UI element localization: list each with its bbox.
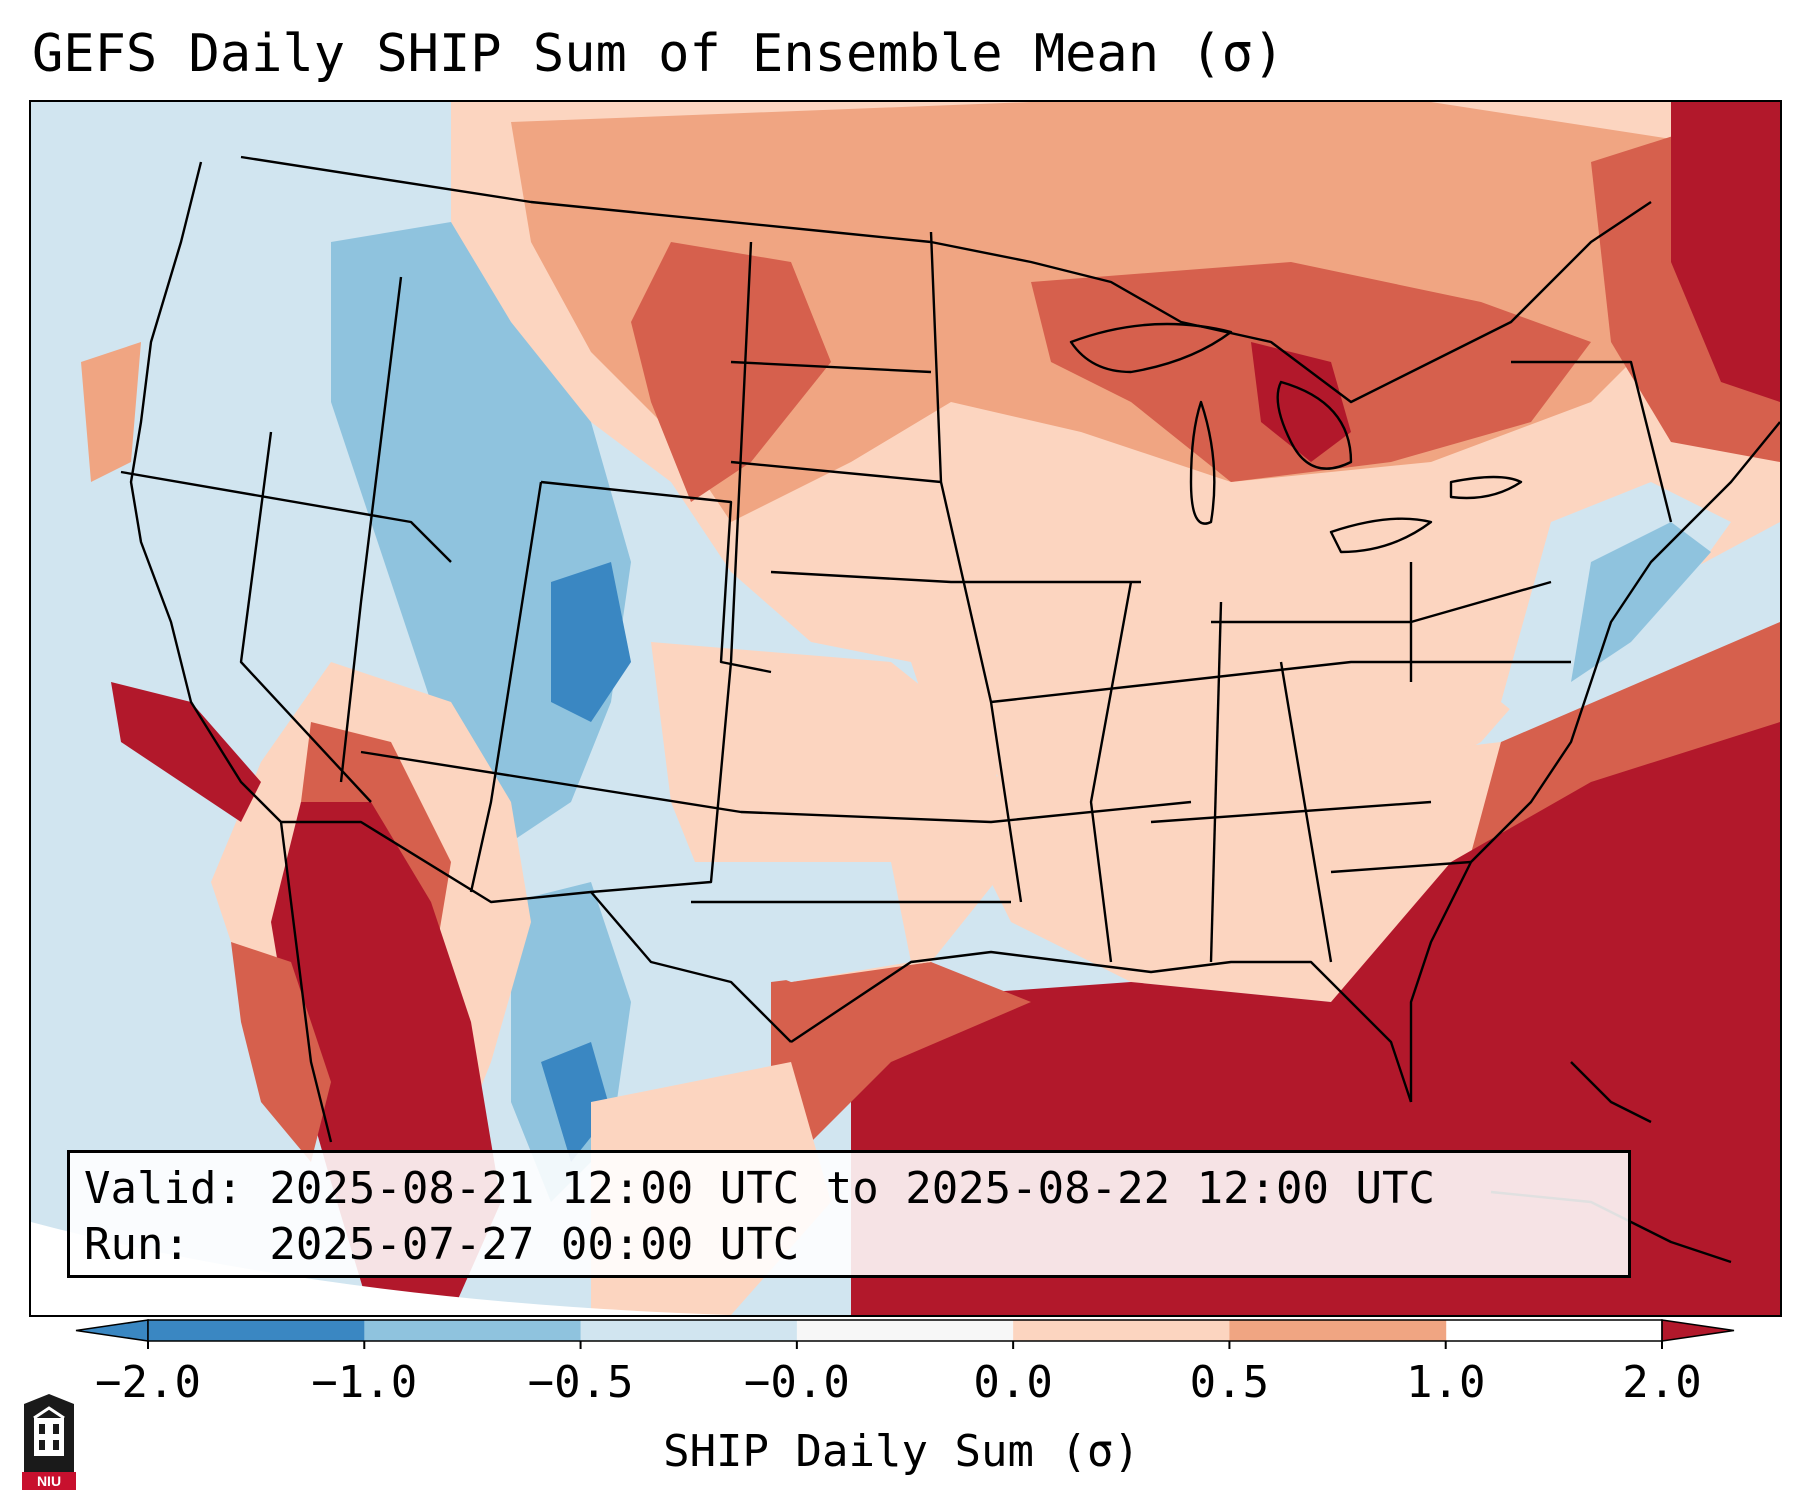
- state-line-8: [770, 570, 1141, 584]
- valid-line: Valid: 2025-08-21 12:00 UTC to 2025-08-2…: [84, 1163, 1436, 1214]
- region-northeast-darkest: [1671, 102, 1780, 402]
- region-rockies-deep: [551, 562, 631, 722]
- colorbar-ticks: −2.0 −1.0 −0.5 −0.0 0.0 0.5 1.0 2.0: [95, 1341, 1702, 1408]
- state-line-13: [1089, 581, 1133, 963]
- field-shading: [31, 102, 1780, 1315]
- valid-run-box: Valid: 2025-08-21 12:00 UTC to 2025-08-2…: [67, 1150, 1631, 1278]
- region-lake-michigan-dark: [1251, 342, 1351, 462]
- colorbar-segment: [796, 1320, 1014, 1341]
- colorbar: −2.0 −1.0 −0.5 −0.0 0.0 0.5 1.0 2.0: [75, 1319, 1735, 1408]
- state-line-6: [590, 241, 753, 894]
- state-line-11: [929, 231, 1023, 903]
- colorbar-extend-low: [75, 1319, 149, 1342]
- region-socal-coast-dark: [111, 682, 261, 822]
- state-line-5: [540, 480, 772, 674]
- ship-field-map: [31, 102, 1780, 1315]
- projection-outside-area: [31, 1222, 731, 1315]
- bahamas-coast: [1570, 1061, 1652, 1124]
- region-plains-dark: [631, 242, 831, 502]
- colorbar-tick-label: 0.5: [1190, 1357, 1269, 1408]
- colorbar-segment: [364, 1320, 582, 1341]
- colorbar-extend-high: [1661, 1319, 1735, 1342]
- colorbar-tick-label: −2.0: [95, 1357, 201, 1408]
- region-texas-coast-medium: [771, 962, 1031, 1142]
- state-line-9: [730, 460, 942, 484]
- state-line-2: [239, 431, 372, 803]
- map-panel: [29, 100, 1782, 1317]
- colorbar-tick-label: −0.0: [744, 1357, 850, 1408]
- colorbar-segment: [148, 1320, 365, 1341]
- lake-superior: [1069, 322, 1233, 374]
- niu-logo-text: NIU: [37, 1473, 61, 1489]
- run-line: Run: 2025-07-27 00:00 UTC: [84, 1219, 800, 1270]
- map-title: GEFS Daily SHIP Sum of Ensemble Mean (σ): [32, 24, 1285, 84]
- colorbar-segments: [75, 1319, 1735, 1342]
- east-coast: [1409, 421, 1780, 1102]
- boundary-lines: [120, 155, 1780, 1264]
- us-canada-border: [240, 155, 1652, 404]
- region-midatlantic-blue2: [1571, 522, 1711, 682]
- colorbar-segment: [1229, 1320, 1447, 1341]
- lake-erie: [1329, 517, 1433, 554]
- colorbar-segment: [1013, 1320, 1230, 1341]
- colorbar-tick-label: 0.0: [973, 1357, 1052, 1408]
- state-line-3: [339, 276, 403, 783]
- region-texas-interior-blue: [671, 862, 911, 982]
- colorbar-segment: [580, 1320, 798, 1341]
- state-line-21: [1511, 360, 1673, 523]
- region-baja-medium: [231, 942, 331, 1162]
- state-line-10: [730, 360, 932, 374]
- niu-logo: NIU: [22, 1394, 76, 1490]
- state-line-19: [1330, 860, 1472, 874]
- colorbar-tick-label: 2.0: [1622, 1357, 1701, 1408]
- colorbar-tick-label: −0.5: [528, 1357, 634, 1408]
- state-line-18: [1150, 800, 1432, 824]
- state-line-4: [469, 481, 543, 893]
- west-coast: [129, 161, 333, 1143]
- colorbar-outline: [147, 1319, 1663, 1342]
- colorbar-tick-label: −1.0: [311, 1357, 417, 1408]
- state-line-7: [360, 750, 1192, 824]
- region-pacific-nw-spot: [81, 342, 141, 482]
- lake-ontario: [1449, 475, 1523, 500]
- state-line-14: [1209, 601, 1223, 963]
- colorbar-label: SHIP Daily Sum (σ): [663, 1426, 1140, 1477]
- gulf-coast: [790, 950, 1413, 1103]
- lake-huron: [1276, 380, 1353, 470]
- state-line-1: [120, 470, 452, 563]
- colorbar-tick-label: 1.0: [1406, 1357, 1485, 1408]
- lake-michigan: [1189, 400, 1216, 525]
